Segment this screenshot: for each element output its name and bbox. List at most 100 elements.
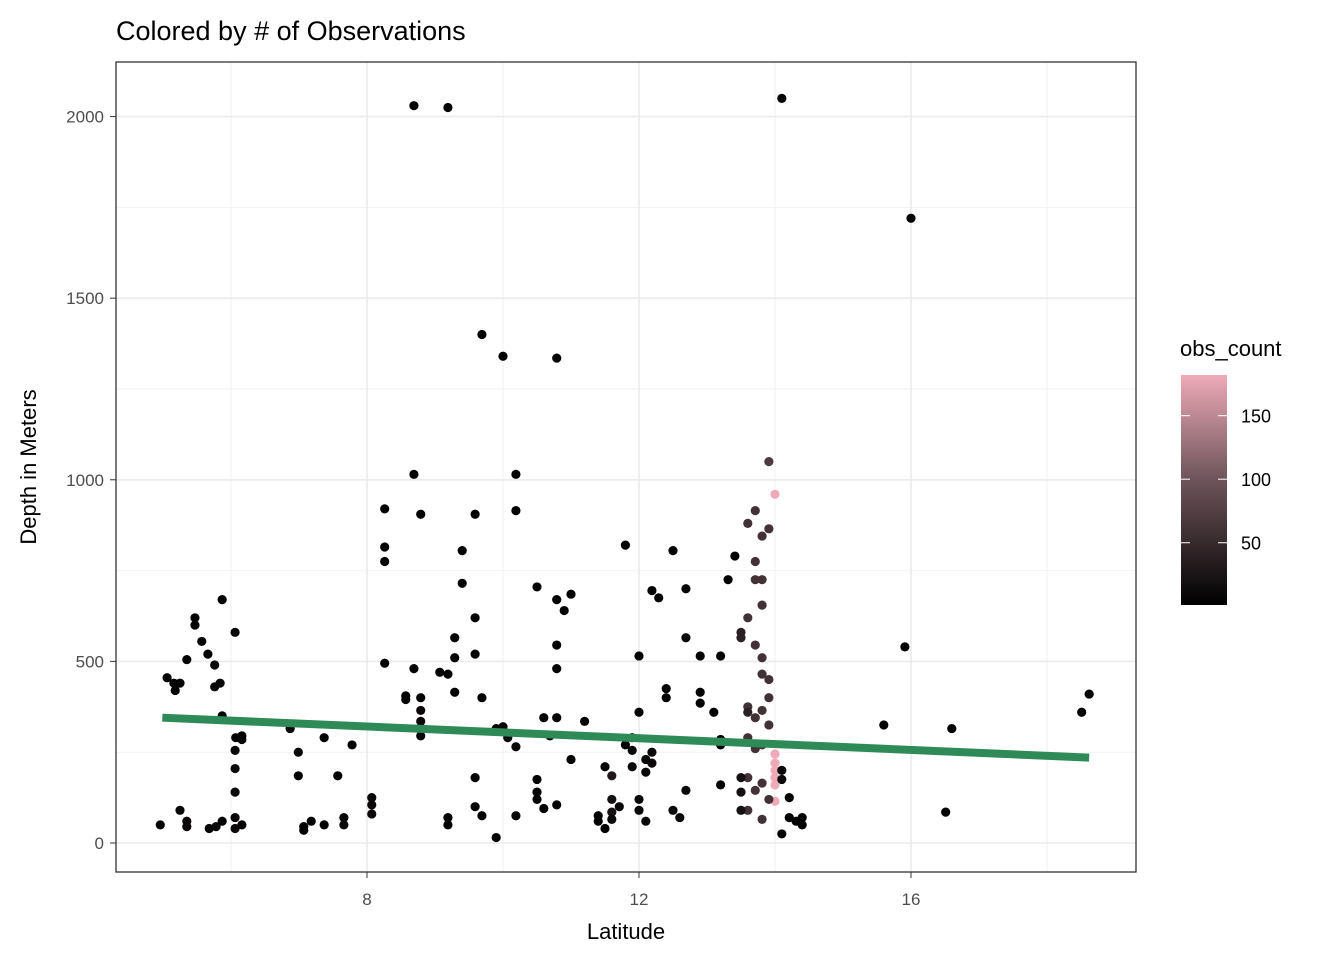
data-point [416, 716, 426, 726]
data-point [182, 654, 192, 665]
data-point [566, 589, 576, 599]
data-point [552, 640, 562, 650]
data-point [797, 812, 807, 823]
data-point [211, 822, 221, 832]
data-point [716, 651, 726, 661]
data-point [182, 822, 192, 832]
data-point [634, 805, 644, 815]
data-point [217, 595, 227, 605]
data-point [750, 506, 760, 516]
y-tick-label: 2000 [66, 108, 104, 127]
data-point [777, 765, 787, 775]
data-point [230, 763, 240, 774]
data-point [736, 773, 746, 783]
data-point [477, 329, 487, 340]
data-point [743, 518, 753, 528]
data-point [695, 687, 705, 697]
data-point [450, 687, 460, 697]
data-point [532, 794, 542, 805]
data-point [941, 807, 951, 817]
data-point [367, 792, 377, 803]
data-point [770, 765, 780, 775]
data-point [401, 694, 411, 705]
data-point [511, 506, 521, 516]
y-axis-title: Depth in Meters [16, 389, 41, 544]
data-point [230, 627, 240, 637]
data-point [416, 693, 426, 703]
data-point [641, 816, 651, 826]
data-point [668, 546, 678, 556]
data-point [217, 816, 227, 826]
data-point [443, 820, 453, 830]
data-point [681, 633, 691, 643]
data-point [757, 669, 767, 679]
data-point [647, 585, 657, 596]
data-point [675, 812, 685, 823]
data-point [162, 673, 172, 683]
data-point [654, 593, 664, 603]
data-point [539, 713, 549, 723]
data-point [339, 812, 349, 823]
data-point [409, 469, 419, 479]
data-point [770, 780, 780, 790]
data-point [559, 605, 569, 616]
data-point [237, 820, 247, 830]
data-point [750, 640, 760, 650]
data-point [634, 707, 644, 717]
data-point [607, 807, 617, 817]
data-point [777, 829, 787, 839]
data-point [306, 816, 316, 826]
data-point [552, 353, 562, 363]
legend-tick-label: 150 [1241, 407, 1271, 427]
x-axis: 8 12 16 [362, 872, 920, 909]
data-point [203, 649, 213, 659]
data-point [443, 812, 453, 823]
data-point [511, 469, 521, 479]
data-point [784, 812, 794, 823]
data-point [319, 820, 329, 830]
data-point [511, 742, 521, 752]
data-point [380, 658, 390, 668]
data-point [552, 595, 562, 605]
x-axis-title: Latitude [587, 919, 665, 944]
data-point [797, 820, 807, 830]
data-point [695, 698, 705, 708]
data-point [750, 785, 760, 795]
data-point [757, 778, 767, 788]
legend-colorbar [1181, 375, 1227, 605]
y-tick-label: 500 [76, 652, 104, 671]
data-point [367, 800, 377, 810]
data-point [237, 734, 247, 745]
data-point [607, 814, 617, 824]
data-point [661, 684, 671, 694]
data-point [230, 812, 240, 823]
data-point [339, 820, 349, 830]
data-point [607, 771, 617, 781]
chart-title: Colored by # of Observations [116, 16, 466, 46]
data-point [498, 351, 508, 361]
data-point [409, 101, 419, 111]
y-tick-label: 1000 [66, 471, 104, 490]
data-point [681, 584, 691, 594]
data-point [416, 705, 426, 716]
y-tick-label: 1500 [66, 289, 104, 308]
data-point [155, 820, 165, 830]
data-point [743, 773, 753, 783]
data-point [197, 636, 207, 647]
data-point [566, 754, 576, 765]
data-point [1077, 707, 1087, 717]
data-point [380, 542, 390, 552]
data-point [477, 693, 487, 703]
data-point [190, 620, 200, 630]
points-layer [155, 93, 1094, 843]
data-point [627, 762, 637, 772]
data-point [552, 664, 562, 674]
data-point [170, 685, 180, 696]
data-point [470, 773, 480, 783]
data-point [299, 825, 309, 835]
data-point [470, 509, 480, 519]
data-point [764, 524, 774, 534]
data-point [600, 762, 610, 772]
color-legend: obs_count 50 100 150 [1180, 336, 1282, 605]
